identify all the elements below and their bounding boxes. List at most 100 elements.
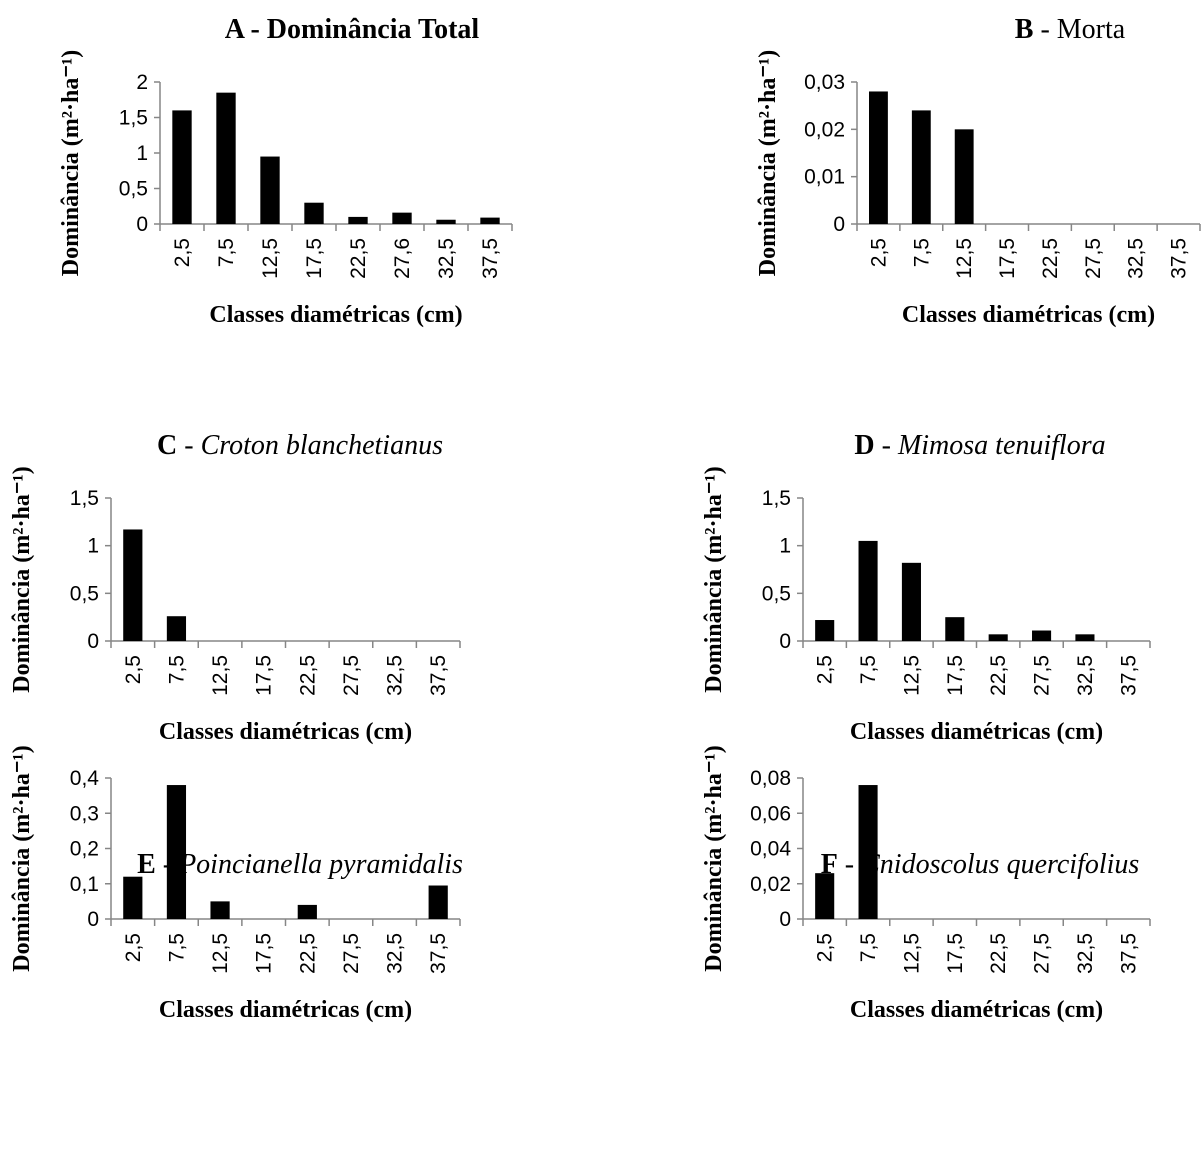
x-tick-label: 17,5 [944, 655, 967, 696]
y-tick-label: 0 [87, 908, 99, 931]
bar [954, 129, 974, 224]
x-tick-label: 32,5 [1125, 238, 1148, 279]
x-tick-label: 2,5 [122, 933, 145, 962]
bar [260, 156, 280, 224]
x-tick-label: 22,5 [296, 933, 319, 974]
title-name: Poincianella pyramidalis [179, 849, 463, 880]
panel-letter: F [820, 849, 838, 880]
x-tick-label: 37,5 [1117, 933, 1140, 974]
x-tick-label: 2,5 [122, 655, 145, 684]
bar [988, 634, 1008, 641]
chart-panel-c: 0 0,5 1 1,5 2,5 7,5 12,5 17,5 22,5 27,5 32,5 37,5 Cl… [9, 466, 461, 745]
y-tick-label: 0,5 [119, 178, 148, 201]
x-axis-label: Classes diamétricas (cm) [902, 302, 1155, 328]
y-tick-label: 0,03 [804, 71, 845, 94]
bar [1032, 630, 1052, 641]
chart-title: A - Dominância Total [224, 14, 480, 45]
title-name: Cnidoscolus quercifolius [861, 849, 1140, 880]
x-tick-label: 12,5 [209, 933, 232, 974]
title-separator: - [874, 430, 898, 461]
x-tick-label: 12,5 [900, 933, 923, 974]
y-tick-label: 2 [136, 71, 148, 94]
x-tick-label: 7,5 [215, 238, 238, 267]
x-tick-label: 27,5 [340, 655, 363, 696]
y-tick-label: 0 [833, 213, 845, 236]
bar [123, 529, 143, 641]
x-tick-label: 17,5 [253, 933, 276, 974]
chart-title: C - Croton blanchetianus [157, 430, 443, 462]
y-tick-label: 1 [136, 142, 148, 165]
y-tick-label: 1 [779, 535, 791, 558]
chart-panel-a: 00,511,522,5 7,5 12,5 17,5 22,5 27,6 32,5 37,5C… [58, 50, 513, 328]
x-tick-label: 7,5 [857, 933, 880, 962]
bar [436, 219, 456, 224]
bar [348, 216, 368, 224]
bar [210, 901, 230, 919]
x-tick-label: 12,5 [953, 238, 976, 279]
y-axis-label: Dominância (m²·ha⁻¹) [58, 50, 84, 276]
bar [166, 785, 187, 919]
y-tick-label: 0,1 [70, 873, 99, 896]
x-tick-label: 2,5 [867, 238, 890, 267]
y-tick-label: 0,5 [70, 582, 99, 605]
x-tick-label: 2,5 [814, 655, 837, 684]
y-tick-label: 0,01 [804, 166, 845, 189]
bar [172, 110, 192, 224]
y-tick-label: 1 [87, 535, 99, 558]
title-separator: - [1033, 14, 1057, 45]
title-name: Croton blanchetianus [200, 430, 443, 461]
bar [858, 785, 878, 919]
y-tick-label: 0 [779, 630, 791, 653]
bar [166, 616, 187, 641]
chart-panel-e: 0 0,1 0,2 0,3 0,4 2,5 7,5 12,5 17,5 22,5 27,5 32,5 3… [9, 745, 461, 1023]
chart-panel-d: 0 0,5 1 1,5 2,5 7,5 12,5 17,5 22,5 27,5 32,5 37,5 Cl… [701, 466, 1151, 745]
bar [392, 212, 412, 224]
x-tick-label: 17,5 [303, 238, 326, 279]
x-axis-label: Classes diamétricas (cm) [850, 719, 1103, 745]
y-tick-label: 0,4 [70, 767, 100, 790]
y-tick-label: 1,5 [70, 487, 99, 510]
x-tick-label: 17,5 [944, 933, 967, 974]
x-axis-label: Classes diamétricas (cm) [159, 719, 412, 745]
x-tick-label: 27,5 [1031, 655, 1054, 696]
title-separator: - [155, 849, 180, 880]
bar [945, 617, 965, 641]
panel-letter: D [854, 430, 875, 461]
x-tick-label: 7,5 [857, 655, 880, 684]
chart-title: E - Poincianella pyramidalis [137, 849, 463, 881]
y-tick-label: 0 [779, 908, 791, 931]
x-tick-label: 7,5 [165, 933, 188, 962]
x-tick-label: 17,5 [996, 238, 1019, 279]
y-tick-label: 0,08 [750, 767, 791, 790]
x-tick-label: 22,5 [987, 655, 1010, 696]
chart-title: F - Cnidoscolus quercifolius [821, 849, 1140, 881]
x-tick-label: 37,5 [1168, 238, 1191, 279]
y-tick-label: 0 [136, 213, 148, 236]
x-tick-label: 17,5 [253, 655, 276, 696]
y-tick-label: 1,5 [762, 487, 791, 510]
x-tick-label: 2,5 [814, 933, 837, 962]
y-tick-label: 0 [87, 630, 99, 653]
y-axis-label: Dominância (m²·ha⁻¹) [9, 745, 35, 971]
x-tick-label: 12,5 [900, 655, 923, 696]
x-tick-label: 2,5 [171, 238, 194, 267]
bar [869, 91, 888, 224]
chart-title: D - Mimosa tenuiflora [854, 430, 1105, 462]
x-axis-label: Classes diamétricas (cm) [209, 302, 462, 328]
y-tick-label: 1,5 [119, 107, 148, 130]
panel-letter: B [1014, 14, 1034, 45]
x-tick-label: 12,5 [259, 238, 282, 279]
y-tick-label: 0,02 [804, 118, 845, 141]
panel-letter: E [137, 849, 156, 880]
x-tick-label: 37,5 [1117, 655, 1140, 696]
bar [480, 217, 500, 224]
bar [123, 876, 143, 919]
x-tick-label: 22,5 [987, 933, 1010, 974]
title-separator: - [177, 430, 201, 461]
y-tick-label: 0,02 [750, 873, 791, 896]
x-tick-label: 27,6 [391, 238, 414, 279]
x-tick-label: 22,5 [347, 238, 370, 279]
bar [858, 540, 878, 641]
x-tick-label: 37,5 [479, 238, 502, 279]
